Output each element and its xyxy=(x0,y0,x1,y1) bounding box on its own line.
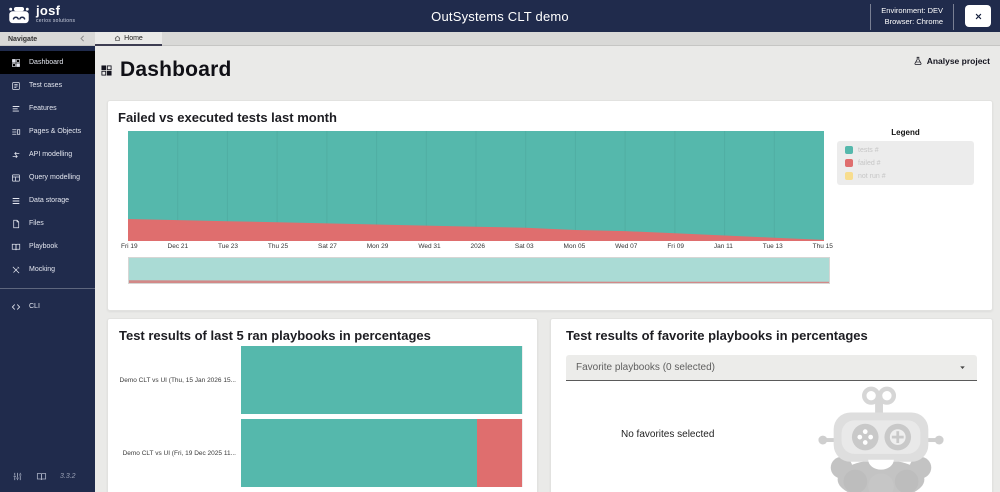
x-axis-label: Wed 07 xyxy=(615,243,638,250)
x-axis: Fri 19 Dec 21 Tue 23 Thu 25 Sat 27 Mon 29 Wed … xyxy=(121,243,833,250)
sidebar-item-dashboard[interactable]: Dashboard xyxy=(0,51,95,74)
sidebar-item-test-cases[interactable]: Test cases xyxy=(0,74,95,97)
x-axis-label: Tue 13 xyxy=(762,243,783,250)
book-icon[interactable] xyxy=(36,471,47,482)
dashboard-title-icon xyxy=(100,64,113,77)
bar-segment xyxy=(241,346,522,414)
bar-track xyxy=(241,419,523,487)
chart-legend: tests # failed # not run # xyxy=(837,141,974,185)
bar-row: Demo CLT vs UI (Thu, 15 Jan 2026 15... xyxy=(116,346,523,414)
chevron-left-icon[interactable] xyxy=(78,34,87,43)
version-label: 3.3.2 xyxy=(60,473,76,480)
x-axis-label: Thu 25 xyxy=(267,243,289,250)
horizontal-bar-chart: Demo CLT vs UI (Thu, 15 Jan 2026 15... De… xyxy=(116,346,523,492)
sidebar-item-playbook[interactable]: Playbook xyxy=(0,235,95,258)
tab-home[interactable]: Home xyxy=(95,32,162,46)
x-axis-label: Fri 19 xyxy=(121,243,138,250)
mocking-icon xyxy=(11,265,21,275)
x-axis-label: Wed 31 xyxy=(418,243,441,250)
x-axis-label: Jan 11 xyxy=(713,243,733,250)
last-playbooks-card: Test results of last 5 ran playbooks in … xyxy=(107,318,538,492)
home-icon xyxy=(114,35,121,42)
tab-bar: Navigate Home xyxy=(0,32,1000,46)
bar-category-label: Demo CLT vs UI (Thu, 15 Jan 2026 15... xyxy=(119,376,236,384)
sidebar-item-features[interactable]: Features xyxy=(0,97,95,120)
bar-track xyxy=(241,346,523,414)
x-axis-label: Mon 29 xyxy=(366,243,389,250)
browser-label: Browser: Chrome xyxy=(884,16,943,26)
chart-title: Failed vs executed tests last month xyxy=(118,110,337,125)
caret-down-icon xyxy=(958,363,967,372)
legend-item[interactable]: failed # xyxy=(845,159,966,167)
dashboard-icon xyxy=(11,58,21,68)
sidebar-item-data-storage[interactable]: Data storage xyxy=(0,189,95,212)
logo-text: josf xyxy=(36,3,61,18)
top-bar: josf cerios solutions OutSystems CLT dem… xyxy=(0,0,1000,32)
bar-segment xyxy=(477,419,522,487)
sidebar-item-pages-objects[interactable]: Pages & Objects xyxy=(0,120,95,143)
failed-vs-executed-card: Failed vs executed tests last month Fri … xyxy=(107,100,993,311)
legend-item[interactable]: tests # xyxy=(845,146,966,154)
x-axis-label: Sat 03 xyxy=(514,243,534,250)
bar-segment xyxy=(241,419,478,487)
navigate-label: Navigate xyxy=(8,35,38,43)
page-title: Dashboard xyxy=(120,58,232,81)
x-axis-label: Dec 21 xyxy=(167,243,189,250)
sidebar: Dashboard Test cases Features Pages & Objec… xyxy=(0,46,95,492)
favorite-playbooks-card: Test results of favorite playbooks in pe… xyxy=(550,318,993,492)
sidebar-item-cli[interactable]: CLI xyxy=(0,295,95,318)
card-title: Test results of favorite playbooks in pe… xyxy=(566,328,868,343)
legend-title: Legend xyxy=(891,128,920,137)
robot-illustration xyxy=(812,383,950,492)
sidebar-footer: 3.3.2 xyxy=(0,471,95,482)
robot-logo-icon xyxy=(8,6,30,25)
pages-objects-icon xyxy=(11,127,21,137)
tune-icon[interactable] xyxy=(12,471,23,482)
x-axis-label: Mon 05 xyxy=(563,243,586,250)
bar-row: Demo CLT vs UI (Fri, 19 Dec 2025 11... xyxy=(116,419,523,487)
chart-navigator[interactable] xyxy=(128,257,830,284)
playbook-icon xyxy=(11,242,21,252)
sidebar-divider xyxy=(0,288,95,289)
x-axis-label: Fri 09 xyxy=(667,243,684,250)
app-logo: josf cerios solutions xyxy=(8,3,75,25)
page-header: Dashboard xyxy=(100,58,232,82)
navigate-header: Navigate xyxy=(0,32,95,46)
features-icon xyxy=(11,104,21,114)
home-tab-label: Home xyxy=(124,34,143,42)
x-axis-label: Tue 23 xyxy=(218,243,239,250)
sidebar-nav: Dashboard Test cases Features Pages & Objec… xyxy=(0,46,95,281)
sidebar-item-files[interactable]: Files xyxy=(0,212,95,235)
logo-subtext: cerios solutions xyxy=(36,18,76,24)
chart-title: Test results of last 5 ran playbooks in … xyxy=(119,328,431,343)
environment-label: Environment: DEV xyxy=(881,6,943,15)
sidebar-item-mocking[interactable]: Mocking xyxy=(0,258,95,281)
legend-item[interactable]: not run # xyxy=(845,172,966,180)
cli-icon xyxy=(11,302,21,312)
test-cases-icon xyxy=(11,81,21,91)
environment-info: Environment: DEV Browser: Chrome xyxy=(870,4,954,30)
bar-category-label: Demo CLT vs UI (Fri, 19 Dec 2025 11... xyxy=(122,449,236,457)
favorite-playbooks-dropdown[interactable]: Favorite playbooks (0 selected) xyxy=(566,355,977,381)
flask-icon xyxy=(913,56,923,66)
analyse-project-button[interactable]: Analyse project xyxy=(913,56,990,66)
query-modelling-icon xyxy=(11,173,21,183)
dropdown-value: Favorite playbooks (0 selected) xyxy=(576,362,715,373)
sidebar-item-query-modelling[interactable]: Query modelling xyxy=(0,166,95,189)
data-storage-icon xyxy=(11,196,21,206)
files-icon xyxy=(11,219,21,229)
close-icon xyxy=(974,12,983,21)
sidebar-item-api-modelling[interactable]: API modelling xyxy=(0,143,95,166)
api-modelling-icon xyxy=(11,150,21,160)
x-axis-label: 2026 xyxy=(470,243,485,250)
x-axis-label: Thu 15 xyxy=(812,243,833,250)
x-axis-label: Sat 27 xyxy=(318,243,337,250)
empty-state-message: No favorites selected xyxy=(621,429,715,440)
app-title: OutSystems CLT demo xyxy=(431,8,569,24)
close-button[interactable] xyxy=(965,5,991,27)
area-chart xyxy=(128,131,824,241)
